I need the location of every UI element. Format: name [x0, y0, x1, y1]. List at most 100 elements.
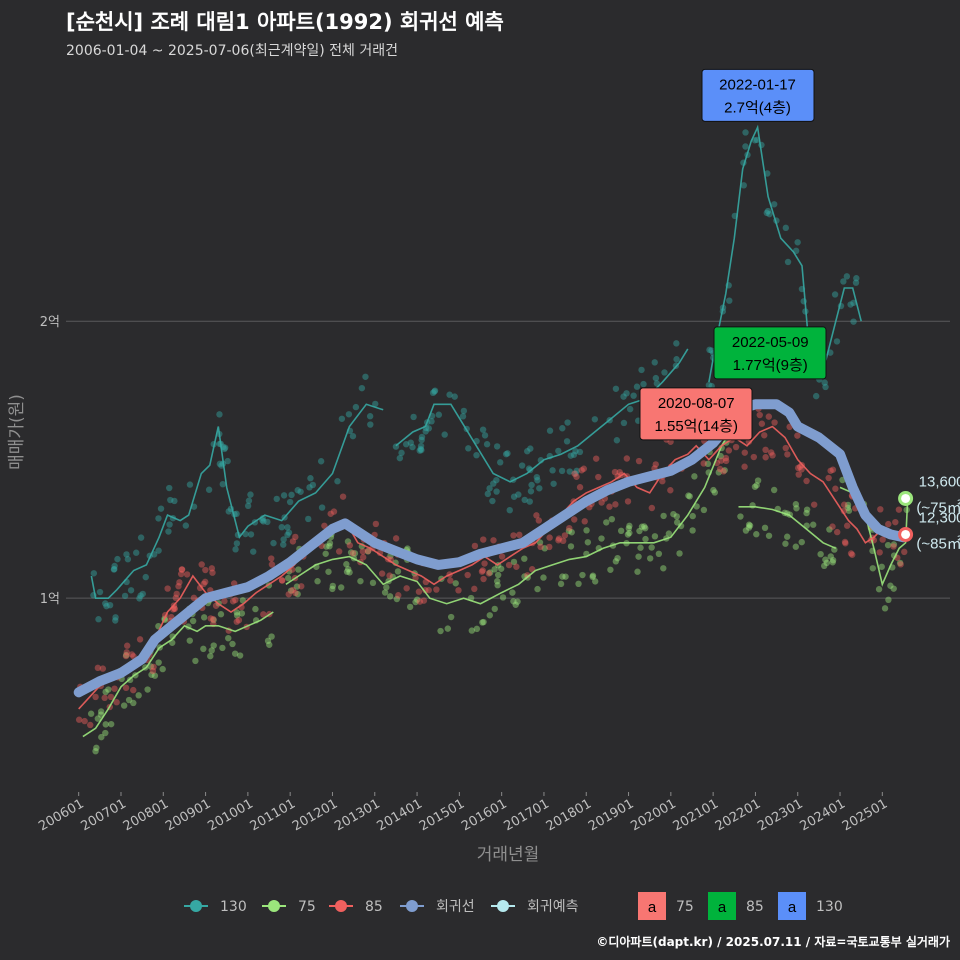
scatter-point-130 [139, 590, 147, 598]
scatter-point-75 [782, 540, 789, 547]
scatter-point-75 [93, 744, 100, 752]
scatter-point-85 [762, 446, 769, 454]
scatter-point-85 [260, 611, 267, 618]
scatter-point-75 [229, 640, 236, 648]
scatter-point-75 [159, 665, 166, 673]
scatter-point-130 [155, 547, 162, 554]
scatter-point-75 [208, 647, 215, 654]
scatter-point-85 [505, 561, 513, 569]
scatter-point-75 [754, 477, 762, 484]
scatter-point-130 [112, 617, 119, 624]
legend-box-label: 85 [746, 899, 764, 915]
scatter-point-75 [745, 521, 753, 528]
scatter-point-130 [219, 480, 227, 488]
scatter-point-75 [325, 568, 332, 575]
scatter-point-130 [221, 444, 229, 451]
scatter-point-130 [349, 432, 357, 440]
scatter-point-130 [486, 485, 493, 492]
scatter-point-75 [827, 553, 834, 560]
scatter-point-130 [460, 407, 468, 415]
scatter-point-75 [444, 625, 452, 632]
legend-marker-75 [268, 900, 280, 912]
scatter-point-85 [210, 615, 217, 623]
legend-marker-130 [190, 900, 202, 912]
scatter-point-85 [480, 575, 487, 583]
x-tick-label: 201201 [290, 796, 340, 834]
scatter-point-130 [288, 491, 295, 499]
scatter-point-85 [580, 465, 588, 472]
scatter-point-75 [343, 561, 350, 568]
scatter-point-85 [183, 571, 191, 578]
scatter-point-130 [533, 473, 541, 481]
scatter-point-75 [295, 566, 302, 573]
scatter-point-130 [740, 182, 747, 189]
scatter-point-85 [516, 531, 523, 539]
scatter-point-75 [369, 579, 377, 587]
legend-box-85 [708, 892, 736, 920]
scatter-point-75 [607, 566, 614, 573]
series-line-85 [78, 425, 906, 710]
scatter-point-130 [305, 515, 312, 523]
y-tick-label: 2억 [40, 315, 60, 330]
scatter-point-130 [831, 291, 839, 298]
scatter-point-75 [155, 659, 162, 666]
scatter-point-75 [536, 539, 544, 546]
scatter-point-130 [591, 416, 599, 423]
scatter-point-75 [638, 523, 646, 530]
scatter-point-75 [559, 573, 566, 580]
scatter-point-130 [103, 602, 110, 610]
x-axis-ticks: 2006012007012008012009012010012011012012… [36, 792, 890, 834]
scatter-point-85 [784, 451, 791, 458]
scatter-point-85 [879, 536, 886, 543]
scatter-point-130 [527, 445, 534, 452]
legend-box-75 [638, 892, 666, 920]
scatter-point-85 [107, 693, 115, 701]
scatter-point-130 [771, 201, 778, 208]
scatter-point-75 [693, 503, 700, 510]
scatter-point-130 [407, 439, 414, 446]
scatter-point-130 [136, 595, 143, 602]
scatter-point-75 [636, 527, 643, 535]
scatter-point-85 [92, 693, 99, 701]
scatter-point-130 [410, 413, 417, 421]
scatter-point-75 [584, 539, 592, 546]
scatter-point-85 [635, 457, 643, 465]
scatter-point-75 [770, 486, 778, 494]
scatter-point-130 [673, 356, 680, 363]
prediction-point-85 [898, 526, 914, 542]
scatter-point-75 [598, 535, 605, 542]
scatter-point-130 [114, 555, 121, 563]
scatter-point-85 [447, 577, 454, 584]
scatter-point-75 [486, 612, 493, 619]
scatter-point-85 [335, 548, 343, 555]
scatter-point-85 [221, 597, 228, 605]
scatter-point-75 [541, 545, 548, 552]
scatter-point-85 [94, 664, 102, 672]
scatter-point-75 [665, 530, 673, 537]
scatter-point-85 [87, 721, 94, 729]
scatter-point-85 [767, 449, 775, 456]
scatter-point-75 [130, 699, 137, 707]
scatter-point-75 [637, 544, 644, 551]
scatter-point-75 [393, 595, 401, 603]
scatter-point-85 [376, 549, 384, 557]
scatter-point-75 [761, 524, 769, 532]
scatter-point-130 [294, 487, 301, 494]
scatter-point-75 [875, 586, 883, 593]
scatter-point-130 [165, 528, 172, 535]
scatter-point-85 [498, 553, 506, 560]
scatter-point-75 [890, 541, 898, 548]
scatter-point-85 [485, 570, 493, 577]
scatter-point-85 [722, 454, 730, 462]
scatter-point-75 [589, 573, 596, 581]
scatter-point-130 [216, 411, 223, 418]
scatter-point-85 [796, 463, 804, 471]
scatter-point-75 [151, 672, 159, 679]
scatter-point-130 [133, 549, 140, 556]
scatter-point-85 [648, 504, 656, 512]
scatter-point-75 [715, 469, 722, 476]
prediction-point-75 [898, 490, 914, 506]
scatter-point-130 [493, 443, 501, 450]
scatter-point-130 [121, 592, 129, 600]
scatter-point-75 [792, 543, 800, 550]
